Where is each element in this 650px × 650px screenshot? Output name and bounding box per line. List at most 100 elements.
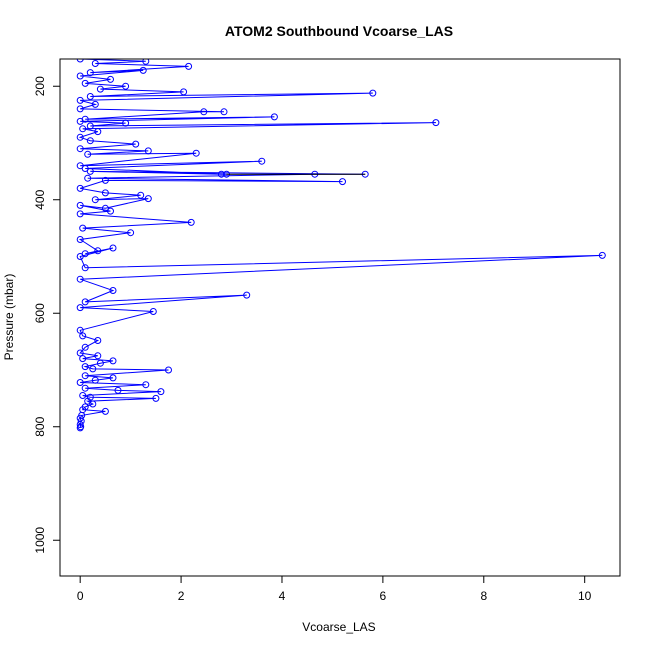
data-point xyxy=(101,176,109,184)
data-point xyxy=(91,196,99,204)
data-point xyxy=(76,59,84,63)
data-point xyxy=(200,108,208,116)
data-point xyxy=(79,224,87,232)
data-point xyxy=(122,119,130,127)
data-point xyxy=(144,195,152,203)
data-point xyxy=(217,170,225,178)
data-point xyxy=(76,349,84,357)
data-point xyxy=(86,69,94,77)
data-point xyxy=(76,145,84,153)
data-point xyxy=(122,82,130,90)
data-point xyxy=(86,93,94,100)
data-point xyxy=(94,337,102,344)
data-point xyxy=(101,407,109,415)
data-point xyxy=(187,218,195,226)
data-point xyxy=(86,137,94,145)
data-point xyxy=(79,332,87,340)
data-point xyxy=(81,264,89,272)
data-point xyxy=(157,388,165,396)
x-tick-label: 6 xyxy=(380,589,387,603)
data-point xyxy=(101,189,109,197)
data-point xyxy=(243,291,251,299)
data-point xyxy=(79,125,87,133)
data-point xyxy=(137,191,145,199)
x-axis-label: Vcoarse_LAS xyxy=(302,620,375,634)
data-point xyxy=(139,66,147,74)
data-point xyxy=(94,128,102,136)
data-point xyxy=(81,115,89,123)
data-point xyxy=(76,236,84,243)
y-tick-label: 600 xyxy=(33,303,47,323)
data-point xyxy=(114,386,122,394)
data-point xyxy=(94,247,102,255)
data-point xyxy=(81,372,89,380)
data-point xyxy=(185,62,193,70)
chart-title: ATOM2 Southbound Vcoarse_LAS xyxy=(225,23,453,39)
data-point xyxy=(142,59,150,65)
data-point xyxy=(109,374,117,382)
data-point xyxy=(107,75,114,83)
x-tick-label: 8 xyxy=(480,589,487,603)
data-point xyxy=(96,359,104,367)
data-point xyxy=(86,122,94,130)
data-point xyxy=(76,96,84,104)
data-point xyxy=(132,140,140,148)
data-point xyxy=(81,343,89,351)
data-point xyxy=(96,85,104,93)
data-point xyxy=(76,162,84,170)
data-point xyxy=(109,244,117,252)
data-point xyxy=(81,298,89,306)
data-point xyxy=(91,376,99,384)
data-point xyxy=(76,379,84,386)
data-point xyxy=(81,79,89,87)
data-point xyxy=(76,210,84,218)
data-point xyxy=(89,365,97,373)
y-tick-label: 1000 xyxy=(33,527,47,554)
data-point xyxy=(165,366,172,374)
y-tick-label: 400 xyxy=(33,189,47,209)
data-point xyxy=(144,147,152,155)
data-point xyxy=(127,229,135,237)
data-point xyxy=(81,250,89,258)
data-point xyxy=(192,149,200,157)
y-axis-label: Pressure (mbar) xyxy=(2,274,16,361)
x-axis: 0 2 4 6 8 10 xyxy=(77,575,592,603)
data-point xyxy=(432,119,440,127)
x-tick-label: 2 xyxy=(178,589,185,603)
data-point xyxy=(81,384,89,392)
data-point xyxy=(220,108,228,116)
data-point xyxy=(79,392,87,399)
data-point xyxy=(109,287,117,294)
data-point xyxy=(86,167,94,175)
data-point xyxy=(76,326,84,334)
data-point xyxy=(79,355,87,363)
data-point xyxy=(81,363,89,371)
data-point xyxy=(149,308,157,315)
data-point xyxy=(142,381,150,389)
data-point xyxy=(84,174,92,182)
data-point xyxy=(76,133,84,141)
data-point xyxy=(91,60,99,67)
data-point xyxy=(339,178,346,186)
x-tick-label: 10 xyxy=(578,589,592,603)
plot-marks xyxy=(76,59,606,432)
data-point xyxy=(91,100,99,108)
data-point xyxy=(107,207,114,215)
data-point xyxy=(598,251,606,259)
data-point xyxy=(94,352,102,360)
data-point xyxy=(152,394,160,402)
data-point xyxy=(258,157,266,165)
data-point xyxy=(76,275,84,283)
x-tick-label: 4 xyxy=(279,589,286,603)
data-point xyxy=(76,304,84,312)
y-tick-label: 200 xyxy=(33,76,47,96)
data-point xyxy=(369,89,377,97)
series-line xyxy=(78,59,603,429)
data-point xyxy=(86,393,94,401)
data-point xyxy=(101,204,109,212)
y-tick-label: 800 xyxy=(33,416,47,436)
data-point xyxy=(109,357,117,365)
data-point xyxy=(81,403,89,411)
data-point xyxy=(76,201,84,209)
